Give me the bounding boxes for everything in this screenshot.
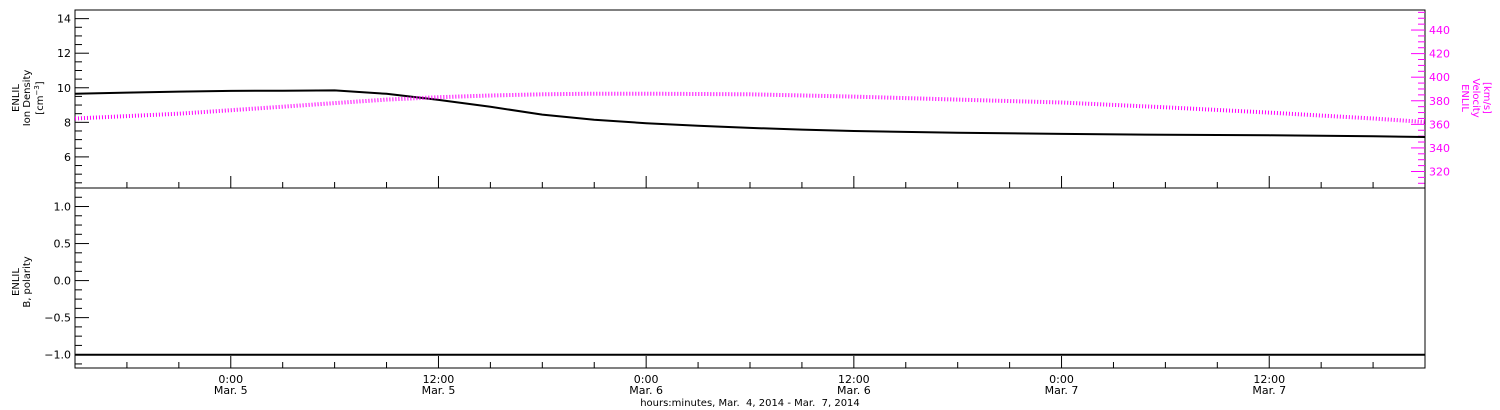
- velocity-axis-tick-label: 380: [1429, 95, 1450, 108]
- density-axis-title-line2: Ion Density: [22, 70, 33, 127]
- x-axis-date-label: Mar. 7: [1252, 384, 1286, 397]
- velocity-axis-tick-label: 360: [1429, 118, 1450, 131]
- density-axis-tick-label: 6: [64, 151, 71, 164]
- polarity-axis-tick-label: 0.0: [54, 275, 72, 288]
- axis-ticks: [74, 9, 1426, 368]
- x-axis-time-label: 0:00: [1049, 373, 1074, 386]
- velocity-axis-title-line2: Velocity: [1470, 78, 1481, 117]
- axis-labels: 6 8 10 12 14 −1.0 −0.5 0.0 0.5 1.0 320 340 360 380 400…: [44, 13, 1450, 397]
- density-axis-tick-label: 8: [64, 116, 71, 129]
- density-axis-title-line1: ENLIL: [11, 84, 22, 112]
- bottom-panel-frame: [74, 187, 1426, 369]
- velocity-axis-tick-label: 320: [1429, 165, 1450, 178]
- polarity-axis-title-line1: ENLIL: [11, 268, 22, 296]
- density-series-line: [74, 89, 1426, 138]
- velocity-axis-title-line3: [km/s]: [1481, 82, 1492, 114]
- x-axis-time-label: 0:00: [218, 373, 243, 386]
- velocity-axis-tick-label: 420: [1429, 48, 1450, 61]
- velocity-axis-tick-label: 340: [1429, 142, 1450, 155]
- density-axis-unit: [cm−3]: [33, 81, 46, 114]
- velocity-axis-tick-label: 400: [1429, 71, 1450, 84]
- x-axis-time-label: 12:00: [838, 373, 870, 386]
- x-axis-date-label: Mar. 7: [1045, 384, 1079, 397]
- density-axis-tick-label: 12: [57, 47, 71, 60]
- x-axis-time-label: 0:00: [634, 373, 659, 386]
- x-axis-title: hours:minutes, Mar. 4, 2014 - Mar. 7, 20…: [640, 398, 860, 409]
- velocity-series-line: [74, 91, 1426, 124]
- density-axis-tick-label: 10: [57, 82, 71, 95]
- polarity-axis-tick-label: 0.5: [54, 238, 72, 251]
- x-axis-date-label: Mar. 6: [629, 384, 663, 397]
- velocity-axis-tick-label: 440: [1429, 24, 1450, 37]
- x-axis-date-label: Mar. 6: [837, 384, 871, 397]
- x-axis-time-label: 12:00: [423, 373, 455, 386]
- polarity-axis-tick-label: 1.0: [54, 201, 72, 214]
- polarity-axis-title-line2: B, polarity: [22, 256, 33, 307]
- density-unit-suffix: ]: [35, 81, 46, 85]
- polarity-axis-tick-label: −0.5: [44, 312, 71, 325]
- panel-frames: [74, 9, 1426, 369]
- data-series: [74, 89, 1426, 356]
- density-axis-tick-label: 14: [57, 13, 71, 26]
- density-unit-prefix: [cm: [35, 96, 46, 115]
- polarity-axis-tick-label: −1.0: [44, 349, 71, 362]
- x-axis-date-label: Mar. 5: [214, 384, 248, 397]
- x-axis-date-label: Mar. 5: [422, 384, 456, 397]
- density-unit-exponent: −3: [33, 85, 41, 95]
- velocity-axis-title-line1: ENLIL: [1459, 84, 1470, 112]
- top-panel-frame: [74, 9, 1426, 189]
- x-axis-time-label: 12:00: [1253, 373, 1285, 386]
